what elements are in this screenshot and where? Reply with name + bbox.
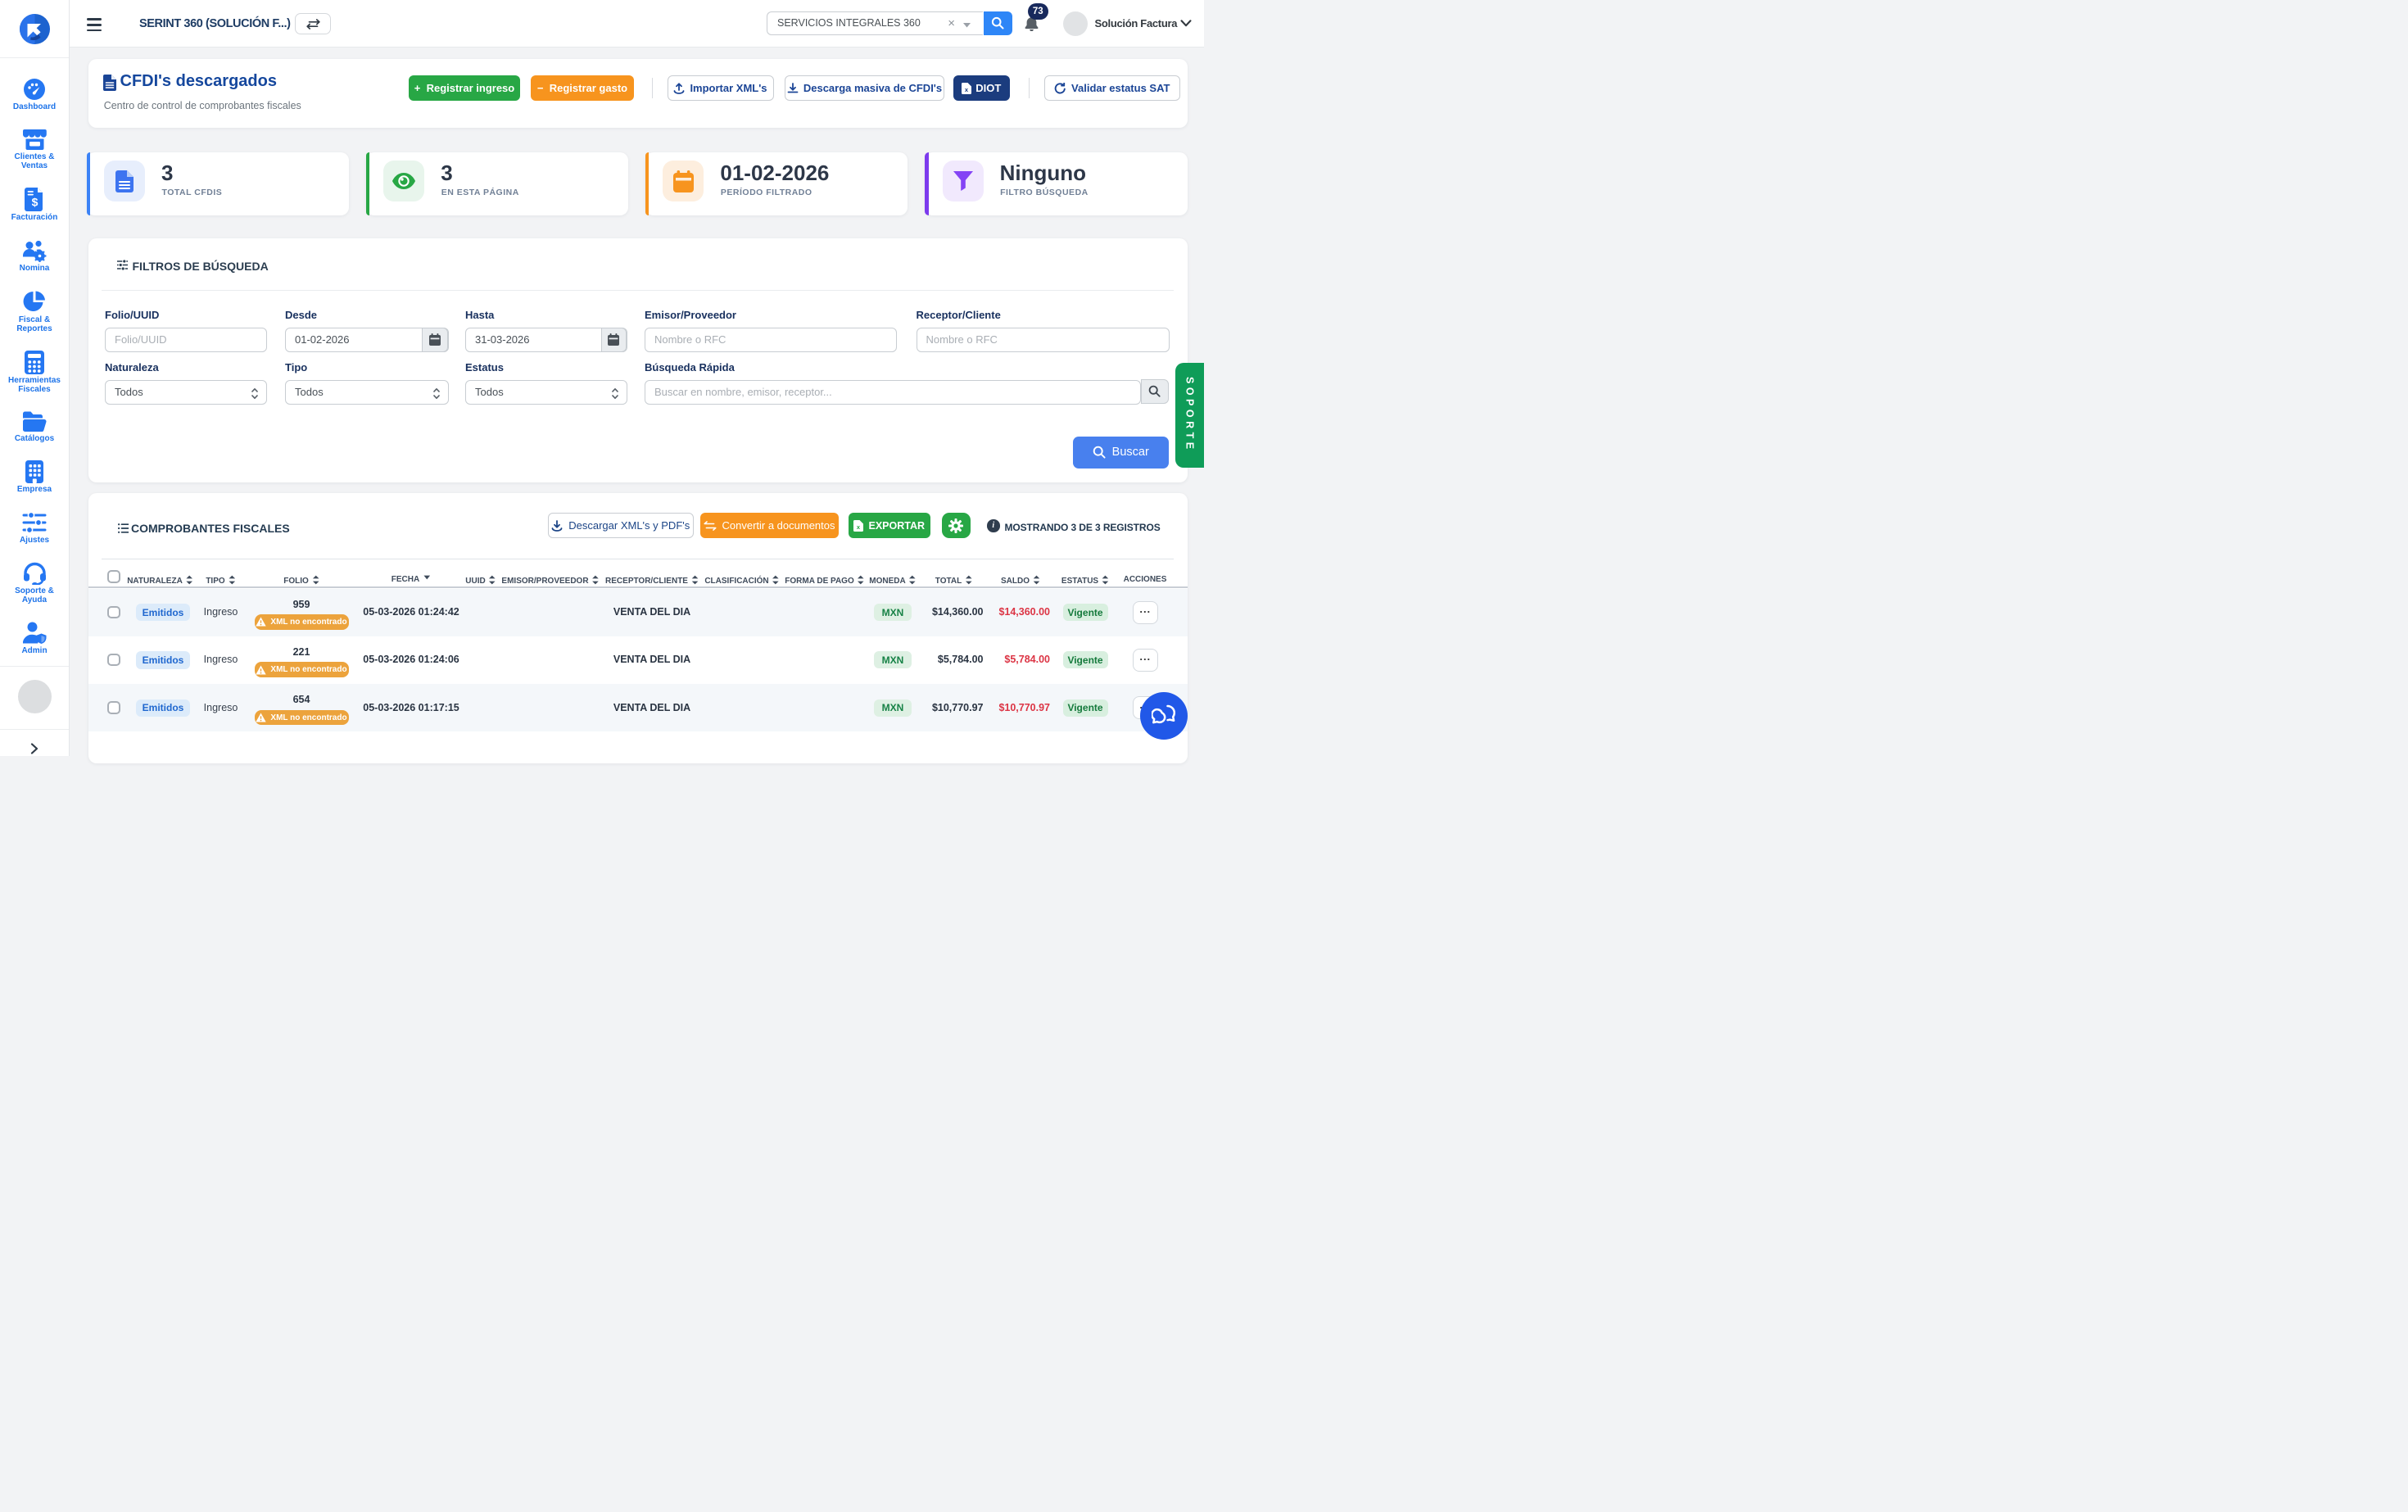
- svg-text:$: $: [31, 195, 38, 208]
- svg-text:x: x: [857, 523, 861, 531]
- svg-text:x: x: [965, 86, 969, 93]
